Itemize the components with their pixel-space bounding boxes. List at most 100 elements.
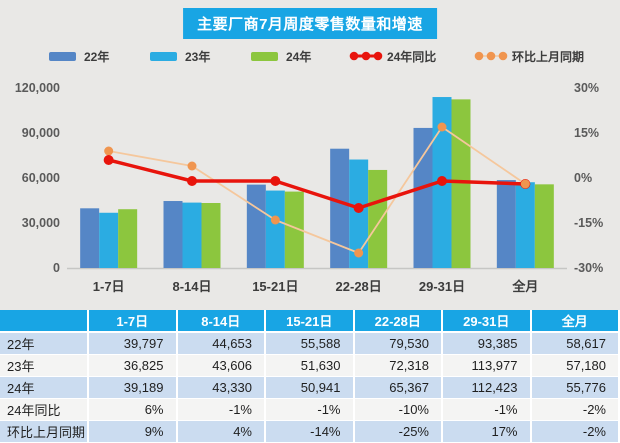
table-header-cell: 8-14日 [178, 310, 267, 333]
legend-bar-swatch-icon [46, 49, 80, 63]
bar-23年-15-21日 [266, 191, 285, 268]
row-label: 24年 [0, 377, 89, 399]
cell-23年-22-28日: 72,318 [355, 355, 444, 377]
legend-item-24年: 24年 [248, 48, 311, 65]
cell-24年同比-29-31日: -1% [443, 399, 532, 421]
row-label: 23年 [0, 355, 89, 377]
table-header-cell: 29-31日 [443, 310, 532, 333]
chart-legend: 22年 23年 24年 24年同比 环比上月同期 [46, 46, 584, 66]
left-axis-tick: 90,000 [22, 126, 60, 140]
legend-line-marker-icon [474, 49, 508, 63]
table-header-cell: 1-7日 [89, 310, 178, 333]
bar-22年-全月 [497, 180, 516, 268]
row-label: 22年 [0, 333, 89, 355]
bar-23年-1-7日 [99, 213, 118, 268]
cell-环比上月同期-22-28日: -25% [355, 421, 444, 443]
left-axis-tick: 60,000 [22, 171, 60, 185]
cell-22年-22-28日: 79,530 [355, 333, 444, 355]
legend-item-24年同比: 24年同比 [349, 48, 436, 65]
marker-24年同比-8-14日 [187, 176, 197, 186]
right-axis-tick: -15% [574, 216, 603, 230]
cell-24年同比-15-21日: -1% [266, 399, 355, 421]
right-axis-tick: 0% [574, 171, 592, 185]
cell-24年-1-7日: 39,189 [89, 377, 178, 399]
x-axis-category-label: 22-28日 [336, 279, 382, 294]
legend-item-环比上月同期: 环比上月同期 [474, 48, 584, 65]
legend-label: 24年 [286, 48, 311, 65]
marker-环比上月同期-22-28日 [354, 249, 363, 258]
cell-环比上月同期-15-21日: -14% [266, 421, 355, 443]
cell-环比上月同期-全月: -2% [532, 421, 620, 443]
cell-24年-15-21日: 50,941 [266, 377, 355, 399]
legend-item-22年: 22年 [46, 48, 109, 65]
table-header-cell: 15-21日 [266, 310, 355, 333]
right-axis-tick: 30% [574, 81, 599, 95]
cell-22年-29-31日: 93,385 [443, 333, 532, 355]
legend-item-23年: 23年 [147, 48, 210, 65]
cell-23年-15-21日: 51,630 [266, 355, 355, 377]
x-axis-category-label: 全月 [511, 279, 538, 294]
table-header-cell: 22-28日 [355, 310, 444, 333]
x-axis-category-label: 8-14日 [172, 279, 211, 294]
bar-23年-8-14日 [183, 203, 202, 268]
row-label: 环比上月同期 [0, 421, 89, 443]
bar-22年-1-7日 [80, 208, 99, 268]
marker-24年同比-22-28日 [354, 203, 364, 213]
cell-22年-15-21日: 55,588 [266, 333, 355, 355]
table-corner-cell [0, 310, 89, 333]
cell-24年同比-8-14日: -1% [178, 399, 267, 421]
row-label: 24年同比 [0, 399, 89, 421]
cell-22年-1-7日: 39,797 [89, 333, 178, 355]
legend-label: 环比上月同期 [512, 48, 584, 65]
legend-line-marker-icon [349, 49, 383, 63]
left-axis-tick: 0 [53, 261, 60, 275]
cell-24年-29-31日: 112,423 [443, 377, 532, 399]
cell-环比上月同期-29-31日: 17% [443, 421, 532, 443]
legend-bar-swatch-icon [248, 49, 282, 63]
right-axis-tick: -30% [574, 261, 603, 275]
cell-24年同比-全月: -2% [532, 399, 620, 421]
cell-22年-全月: 58,617 [532, 333, 620, 355]
bar-24年-全月 [535, 184, 554, 268]
bar-23年-全月 [516, 182, 535, 268]
left-axis-tick: 30,000 [22, 216, 60, 230]
bar-24年-8-14日 [202, 203, 221, 268]
left-axis-tick: 120,000 [15, 81, 60, 95]
marker-24年同比-15-21日 [270, 176, 280, 186]
bar-22年-15-21日 [247, 185, 266, 268]
marker-环比上月同期-29-31日 [438, 123, 447, 132]
cell-24年-22-28日: 65,367 [355, 377, 444, 399]
cell-23年-1-7日: 36,825 [89, 355, 178, 377]
bar-24年-1-7日 [118, 209, 137, 268]
bar-22年-8-14日 [164, 201, 183, 268]
cell-22年-8-14日: 44,653 [178, 333, 267, 355]
cell-23年-29-31日: 113,977 [443, 355, 532, 377]
cell-24年-全月: 55,776 [532, 377, 620, 399]
cell-24年同比-1-7日: 6% [89, 399, 178, 421]
bar-24年-22-28日 [368, 170, 387, 268]
marker-24年同比-29-31日 [437, 176, 447, 186]
combo-bar-line-chart: 120,000 90,000 60,000 30,000 0 30% 15% 0% -15% -3… [0, 68, 620, 306]
marker-环比上月同期-top [521, 180, 530, 189]
bar-22年-29-31日 [414, 128, 433, 268]
bar-24年-29-31日 [452, 99, 471, 268]
x-axis-category-label: 29-31日 [419, 279, 465, 294]
marker-24年同比-1-7日 [104, 155, 114, 165]
cell-23年-全月: 57,180 [532, 355, 620, 377]
marker-环比上月同期-15-21日 [271, 216, 280, 225]
x-axis-category-label: 15-21日 [252, 279, 298, 294]
legend-label: 24年同比 [387, 48, 436, 65]
marker-环比上月同期-8-14日 [188, 162, 197, 171]
chart-title: 主要厂商7月周度零售数量和增速 [183, 8, 437, 39]
right-axis-tick: 15% [574, 126, 599, 140]
bar-22年-22-28日 [330, 149, 349, 268]
marker-环比上月同期-1-7日 [104, 147, 113, 156]
